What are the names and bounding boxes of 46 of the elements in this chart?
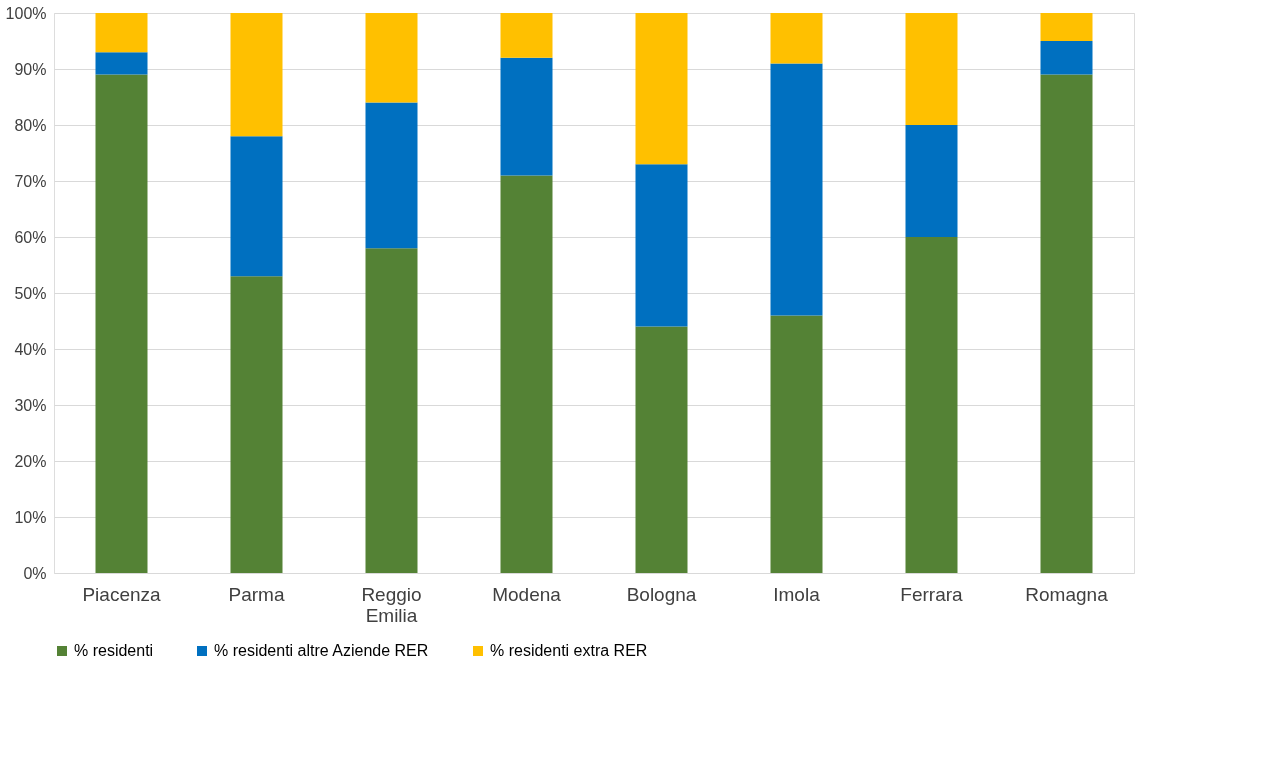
bar: [1040, 74, 1093, 573]
y-tick-label: 50%: [14, 284, 47, 302]
legend-label: % residenti altre Aziende RER: [214, 642, 429, 659]
bar: [95, 13, 148, 53]
bar: [905, 13, 958, 125]
x-tick-label: Parma: [228, 583, 285, 605]
bar: [905, 237, 958, 573]
bar: [770, 13, 823, 64]
bar: [635, 13, 688, 165]
bar: [365, 248, 418, 573]
x-tick-label: Modena: [492, 583, 562, 605]
y-tick-label: 80%: [14, 116, 47, 134]
bar: [500, 175, 553, 573]
y-tick-label: 70%: [14, 172, 47, 190]
y-tick-label: 10%: [14, 508, 47, 526]
bar: [905, 125, 958, 237]
bar: [500, 13, 553, 58]
bar: [770, 315, 823, 573]
bar: [95, 74, 148, 573]
x-tick-label: Ferrara: [900, 583, 964, 605]
bar: [1040, 13, 1093, 41]
bar: [1040, 41, 1093, 75]
bar: [635, 164, 688, 327]
y-tick-label: 60%: [14, 228, 47, 246]
bar: [500, 57, 553, 176]
bar: [365, 102, 418, 249]
y-tick-label: 40%: [14, 340, 47, 358]
x-tick-label: Romagna: [1025, 583, 1109, 605]
x-tick-label: Reggio Emilia: [361, 583, 422, 626]
x-tick-label: Bologna: [626, 583, 697, 605]
bar: [230, 136, 283, 277]
x-tick-label: Imola: [773, 583, 821, 605]
y-tick-label: 30%: [14, 396, 47, 414]
y-tick-label: 0%: [23, 564, 47, 582]
x-tick-label: Piacenza: [82, 583, 162, 605]
y-tick-label: 100%: [5, 4, 47, 22]
bar: [770, 63, 823, 316]
bar: [365, 13, 418, 103]
y-tick-label: 90%: [14, 60, 47, 78]
legend-label: % residenti extra RER: [490, 642, 648, 659]
bar: [95, 52, 148, 75]
bar: [230, 276, 283, 573]
y-tick-label: 20%: [14, 452, 47, 470]
bar: [230, 13, 283, 137]
legend-label: % residenti: [74, 642, 154, 659]
bar: [635, 326, 688, 573]
